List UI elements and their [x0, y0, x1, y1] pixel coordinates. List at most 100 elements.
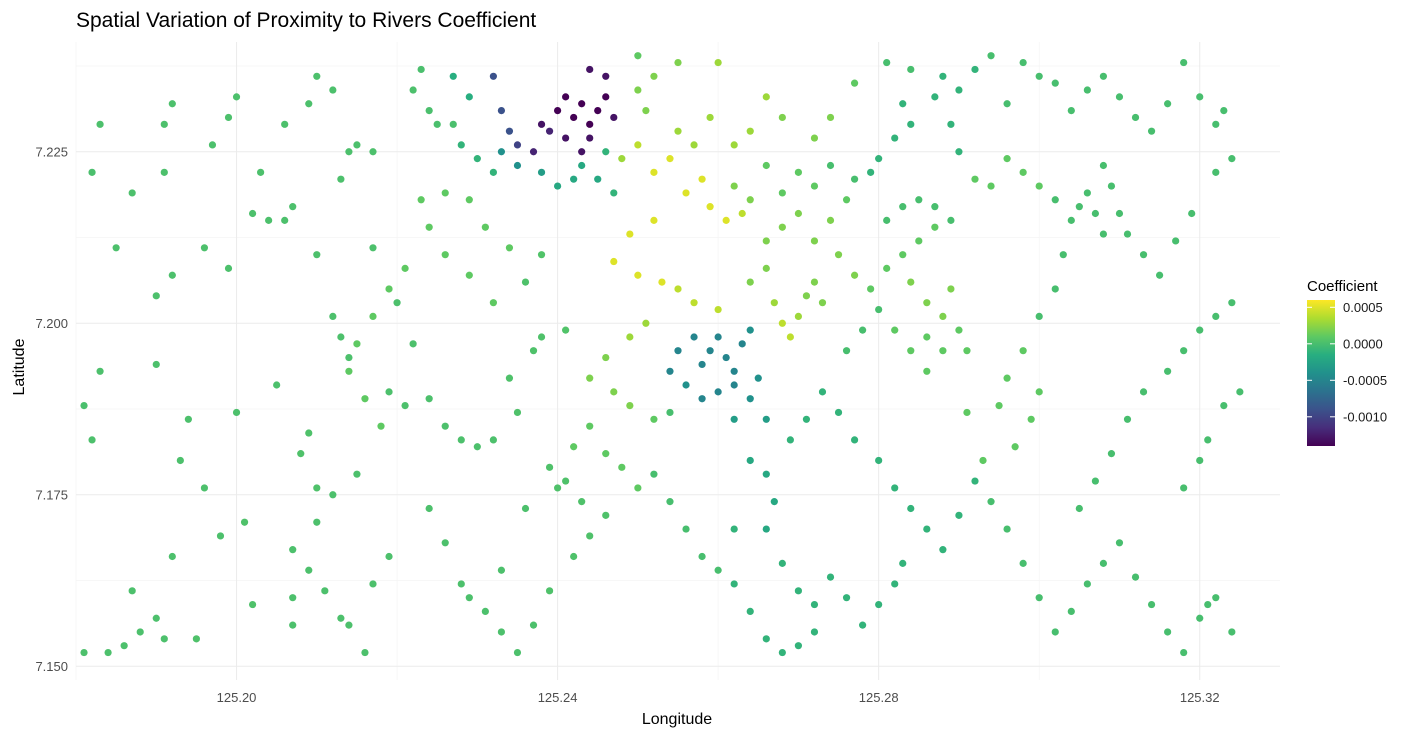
data-point: [345, 367, 353, 375]
data-point: [248, 600, 257, 609]
data-point: [513, 648, 522, 657]
data-point: [329, 491, 337, 499]
data-point: [674, 127, 682, 135]
data-point: [88, 436, 96, 444]
data-point: [465, 594, 473, 602]
data-point: [1067, 107, 1075, 115]
data-point: [345, 621, 353, 629]
data-point: [826, 113, 835, 122]
data-point: [176, 456, 184, 465]
data-point: [1172, 237, 1180, 245]
data-point: [570, 113, 578, 122]
data-point: [666, 498, 674, 506]
data-point: [1107, 182, 1116, 190]
data-point: [594, 175, 602, 183]
data-point: [931, 93, 939, 101]
data-point: [923, 367, 931, 375]
data-point: [473, 155, 481, 163]
legend-colorbar: [1307, 300, 1335, 446]
data-point: [939, 347, 947, 355]
data-point: [1003, 525, 1011, 533]
data-point: [842, 594, 851, 602]
data-point: [955, 326, 963, 334]
data-point: [168, 100, 176, 108]
data-point: [1180, 58, 1188, 67]
data-point: [859, 326, 867, 334]
data-point: [409, 340, 417, 348]
data-point: [642, 107, 650, 115]
data-point: [96, 120, 104, 128]
data-point: [915, 196, 923, 204]
y-tick-label: 7.200: [35, 316, 68, 331]
data-point: [650, 470, 658, 478]
data-point: [425, 395, 433, 403]
data-point: [562, 326, 570, 334]
data-point: [578, 498, 586, 506]
data-point: [842, 347, 851, 355]
data-point: [826, 161, 835, 170]
data-point: [1115, 93, 1124, 101]
data-point: [875, 305, 883, 314]
data-point: [240, 518, 249, 526]
data-point: [1059, 251, 1067, 259]
data-point: [730, 580, 738, 588]
data-point: [120, 642, 128, 650]
data-point: [1019, 347, 1027, 355]
data-point: [449, 72, 457, 80]
data-point: [746, 607, 754, 615]
data-point: [762, 161, 770, 170]
data-point: [714, 58, 722, 67]
data-point: [1164, 100, 1172, 108]
data-point: [746, 196, 754, 204]
data-point: [794, 209, 803, 218]
data-point: [634, 271, 642, 279]
data-point: [257, 168, 265, 176]
data-point: [746, 456, 754, 465]
data-point: [674, 285, 682, 293]
data-point: [361, 395, 369, 403]
data-point: [1164, 628, 1172, 636]
data-point: [160, 635, 168, 643]
data-point: [1011, 443, 1019, 451]
data-point: [216, 532, 225, 540]
data-point: [586, 120, 594, 128]
data-point: [570, 552, 578, 561]
data-point: [891, 580, 899, 588]
data-point: [1196, 326, 1204, 334]
data-point: [1196, 456, 1204, 465]
data-point: [578, 100, 586, 108]
data-point: [192, 635, 200, 643]
data-point: [224, 264, 233, 272]
data-point: [810, 600, 819, 609]
data-point: [1099, 72, 1108, 80]
data-point: [722, 216, 730, 224]
x-tick-label: 125.24: [538, 690, 578, 705]
data-point: [586, 134, 594, 142]
data-point: [1212, 594, 1220, 602]
data-point: [562, 93, 570, 101]
data-point: [289, 594, 297, 602]
data-point: [778, 648, 786, 657]
data-point: [1188, 209, 1196, 218]
data-point: [634, 484, 642, 492]
data-point: [842, 196, 851, 204]
data-point: [746, 395, 754, 403]
data-point: [850, 175, 859, 183]
x-axis-title: Longitude: [642, 711, 712, 728]
data-point: [265, 216, 273, 224]
data-point: [602, 148, 610, 156]
data-point: [891, 484, 899, 492]
data-point: [329, 312, 337, 321]
data-point: [770, 299, 778, 307]
legend-tick-label: 0.0000: [1343, 336, 1383, 351]
data-point: [385, 388, 393, 396]
data-point: [674, 58, 682, 67]
data-point: [521, 504, 530, 513]
data-point: [907, 278, 915, 286]
data-point: [883, 216, 891, 224]
data-point: [883, 264, 891, 272]
x-axis-ticks: 125.20 125.24 125.28 125.32: [217, 690, 1220, 705]
data-point: [947, 285, 955, 293]
data-point: [899, 559, 907, 567]
data-point: [834, 408, 843, 417]
